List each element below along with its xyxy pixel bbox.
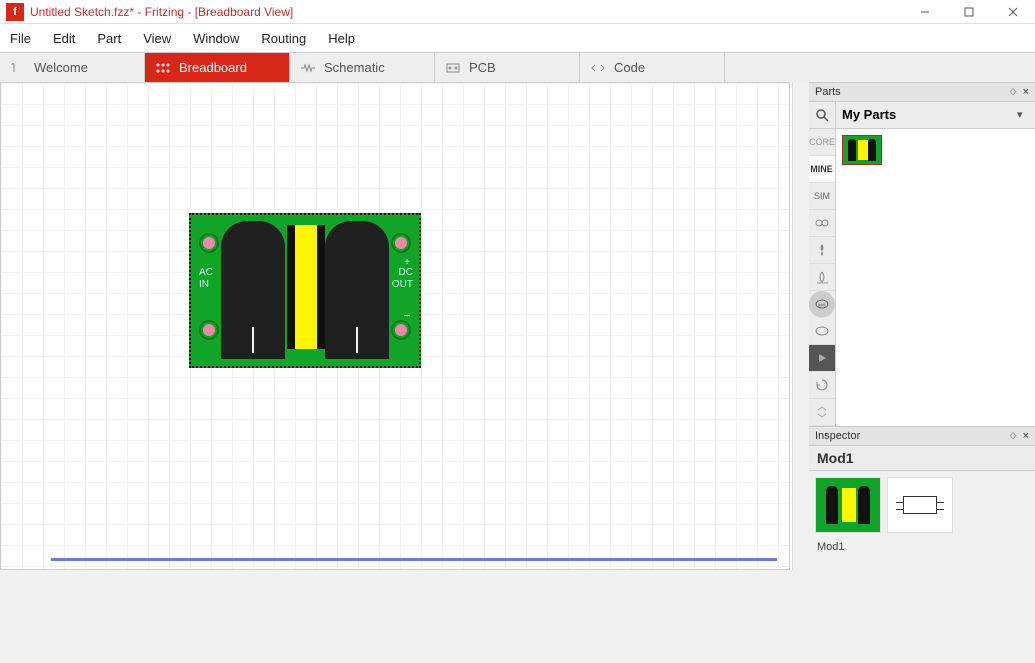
tab-welcome[interactable]: Welcome — [0, 53, 145, 82]
pad-ac-bottom[interactable] — [201, 322, 217, 338]
bin-tabs: CORE MINE SIM seeed intel — [809, 129, 836, 426]
intel-icon: intel — [814, 296, 830, 312]
app-icon: f — [6, 3, 24, 21]
inspector-part-name[interactable]: Mod1 — [809, 446, 1035, 471]
bin-tab-sim[interactable]: SIM — [809, 183, 835, 210]
bin-tab-sparkfun[interactable] — [809, 237, 835, 264]
tab-label: Schematic — [324, 60, 385, 75]
bin-content[interactable] — [836, 129, 1035, 426]
capacitor-right — [325, 221, 389, 359]
canvas-grid[interactable]: ACIN DCOUT + — [0, 82, 790, 570]
maximize-button[interactable] — [947, 0, 991, 24]
menu-file[interactable]: File — [10, 31, 31, 46]
label-minus — [404, 315, 410, 316]
right-panels: Parts ◇ × My Parts ▾ CORE MINE SIM seeed… — [809, 82, 1035, 570]
svg-text:seeed: seeed — [817, 280, 828, 285]
bin-tab-play[interactable] — [809, 345, 835, 372]
expand-icon — [814, 404, 830, 420]
tab-breadboard[interactable]: Breadboard — [145, 53, 290, 82]
bin-tab-core[interactable]: CORE — [809, 129, 835, 156]
label-ac-in: ACIN — [199, 267, 213, 291]
part-thumbnail-mod1[interactable] — [842, 135, 882, 165]
inspector-panel-title: Inspector — [815, 430, 860, 442]
search-icon — [815, 108, 829, 122]
view-schematic[interactable] — [887, 477, 953, 533]
menu-part[interactable]: Part — [97, 31, 121, 46]
title-bar: f Untitled Sketch.fzz* - Fritzing - [Bre… — [0, 0, 1035, 24]
component-mod1[interactable]: ACIN DCOUT + — [189, 213, 421, 368]
tab-label: Code — [614, 60, 645, 75]
menu-bar: File Edit Part View Window Routing Help — [0, 24, 1035, 52]
bin-title: My Parts — [836, 102, 1017, 128]
welcome-icon — [10, 62, 26, 74]
tab-label: Welcome — [34, 60, 88, 75]
window-title: Untitled Sketch.fzz* - Fritzing - [Bread… — [30, 5, 903, 19]
breadboard-canvas[interactable]: ACIN DCOUT + — [0, 82, 809, 570]
capacitor-left — [221, 221, 285, 359]
close-button[interactable] — [991, 0, 1035, 24]
minimize-button[interactable] — [903, 0, 947, 24]
recycle-icon — [814, 377, 830, 393]
pad-ac-top[interactable] — [201, 235, 217, 251]
bin-tab-arduino[interactable] — [809, 210, 835, 237]
view-breadboard[interactable] — [815, 477, 881, 533]
inspector-footer-label: Mod1 — [809, 539, 1035, 555]
label-plus: + — [404, 257, 410, 268]
close-panel-icon[interactable]: × — [1023, 86, 1029, 98]
tab-code[interactable]: Code — [580, 53, 725, 82]
svg-text:intel: intel — [818, 302, 825, 307]
transformer-core — [287, 225, 325, 349]
menu-window[interactable]: Window — [193, 31, 239, 46]
play-icon — [814, 350, 830, 366]
inspector-panel-header[interactable]: Inspector ◇ × — [809, 426, 1035, 446]
seeed-icon: seeed — [814, 269, 830, 285]
schematic-icon — [300, 62, 316, 74]
chip-icon — [814, 323, 830, 339]
bin-tab-recycle[interactable] — [809, 372, 835, 399]
menu-edit[interactable]: Edit — [53, 31, 75, 46]
pad-dc-minus[interactable] — [393, 322, 409, 338]
bin-tab-contrib[interactable] — [809, 318, 835, 345]
pin-icon[interactable]: ◇ — [1010, 86, 1017, 97]
pin-icon[interactable]: ◇ — [1010, 430, 1017, 441]
vertical-scrollbar[interactable] — [792, 82, 809, 570]
code-icon — [590, 62, 606, 74]
inspector-views — [809, 471, 1035, 539]
pad-dc-plus[interactable] — [393, 235, 409, 251]
tab-label: Breadboard — [179, 60, 247, 75]
parts-panel-title: Parts — [815, 86, 841, 98]
inspector-panel: Inspector ◇ × Mod1 Mod — [809, 426, 1035, 570]
parts-panel-header[interactable]: Parts ◇ × — [809, 82, 1035, 102]
bin-tab-seeed[interactable]: seeed — [809, 264, 835, 291]
close-panel-icon[interactable]: × — [1023, 430, 1029, 442]
menu-help[interactable]: Help — [328, 31, 355, 46]
menu-routing[interactable]: Routing — [261, 31, 306, 46]
arduino-icon — [814, 215, 830, 231]
breadboard-icon — [155, 62, 171, 74]
horizontal-scroll-indicator[interactable] — [51, 558, 777, 561]
parts-search-button[interactable] — [809, 102, 836, 128]
pcb-icon — [445, 62, 461, 74]
tab-label: PCB — [469, 60, 496, 75]
tab-schematic[interactable]: Schematic — [290, 53, 435, 82]
view-tabs: Welcome Breadboard Schematic PCB Code — [0, 52, 1035, 82]
menu-view[interactable]: View — [143, 31, 171, 46]
bin-tab-mine[interactable]: MINE — [809, 156, 835, 183]
bin-tab-intel[interactable]: intel — [809, 291, 835, 318]
bin-tab-expand[interactable] — [809, 399, 835, 426]
tab-pcb[interactable]: PCB — [435, 53, 580, 82]
bin-menu-button[interactable]: ▾ — [1017, 102, 1035, 128]
flame-icon — [814, 242, 830, 258]
label-dc-out: DCOUT — [392, 267, 413, 291]
